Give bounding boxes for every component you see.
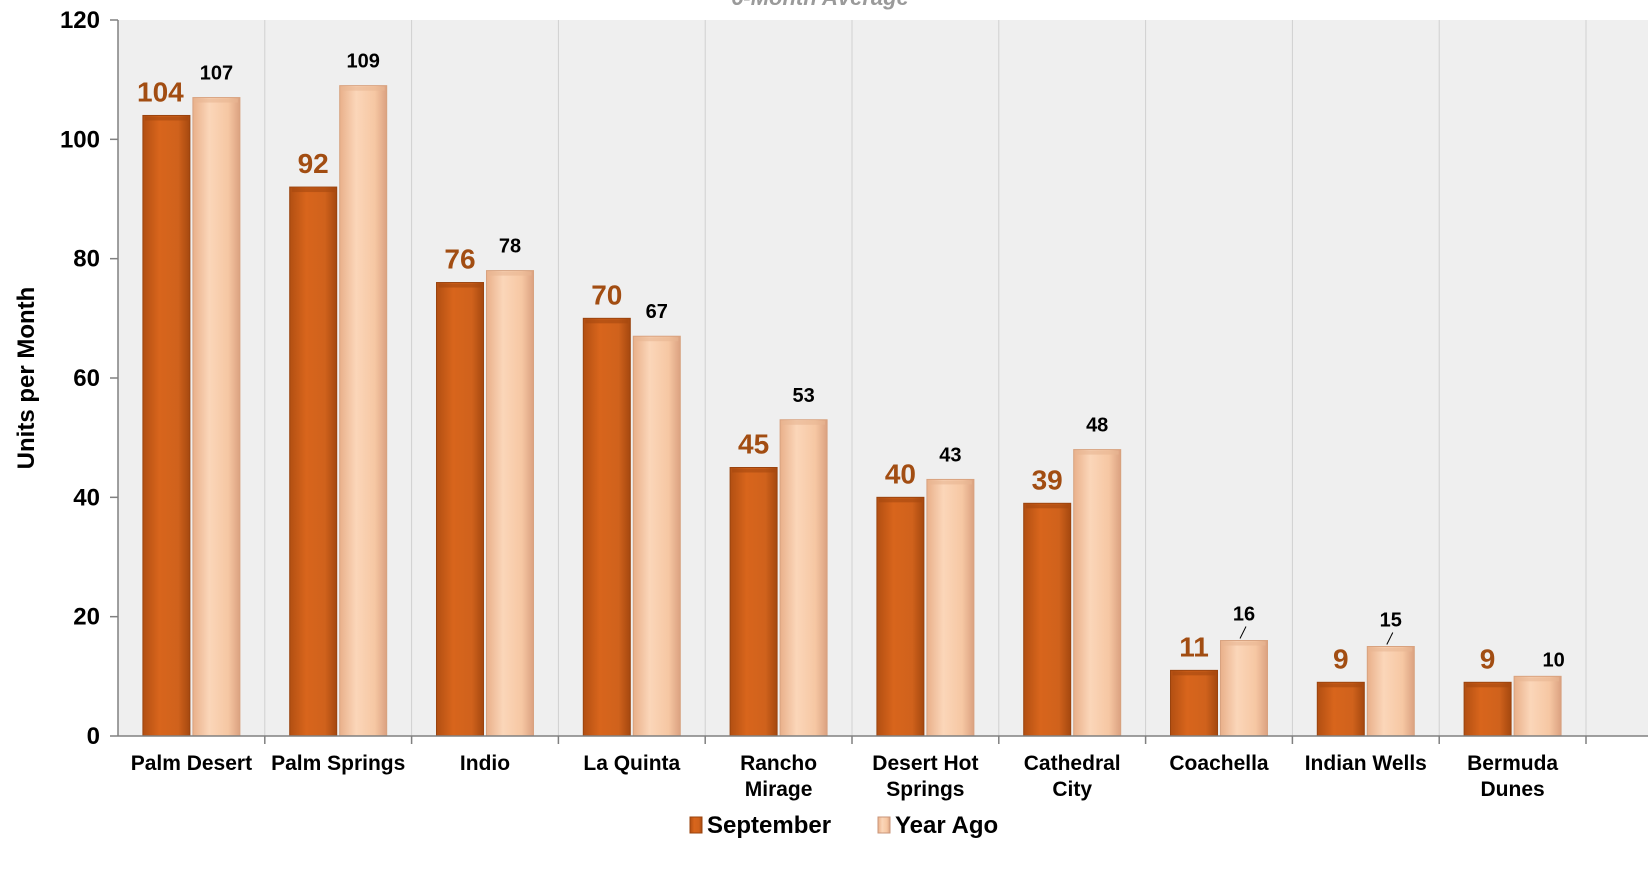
x-tick-label: Indian Wells <box>1305 752 1427 775</box>
legend-swatch-year-ago <box>877 816 891 834</box>
bar-cap <box>878 498 922 503</box>
bars <box>142 85 1562 737</box>
data-label-september: 76 <box>444 244 475 275</box>
data-label-year-ago: 10 <box>1542 649 1564 671</box>
bar-september <box>1463 681 1512 737</box>
y-tick-label: 20 <box>73 604 100 631</box>
leader-line <box>1239 626 1247 639</box>
bar-cap <box>1319 683 1363 688</box>
data-label-september: 92 <box>298 148 329 179</box>
data-label-september: 11 <box>1179 631 1209 662</box>
data-label-year-ago: 67 <box>646 301 668 323</box>
legend-label-year-ago: Year Ago <box>895 812 998 839</box>
data-label-september: 45 <box>738 429 769 460</box>
data-label-september: 9 <box>1480 643 1496 674</box>
data-label-year-ago: 16 <box>1233 604 1255 626</box>
legend: September Year Ago <box>689 812 998 839</box>
data-label-year-ago: 78 <box>499 236 521 258</box>
y-axis-label: Units per Month <box>13 287 40 470</box>
bar-year-ago <box>926 478 975 737</box>
data-label-september: 39 <box>1032 464 1063 495</box>
legend-swatch-september <box>689 816 703 834</box>
bar-year-ago <box>1366 646 1415 737</box>
x-tick-label: La Quinta <box>583 752 680 775</box>
bar-cap <box>635 337 679 342</box>
bar-year-ago <box>1073 449 1122 737</box>
bar-cap <box>144 116 188 121</box>
data-label-september: 104 <box>137 76 184 107</box>
bar-september <box>289 186 338 737</box>
y-tick-label: 60 <box>73 365 100 392</box>
bar-cap <box>585 319 629 324</box>
bar-cap <box>488 271 532 276</box>
legend-label-september: September <box>707 812 831 839</box>
x-tick-label: Indio <box>460 752 510 775</box>
chart-title: 6-Month Average <box>731 0 909 10</box>
bar-cap <box>928 480 972 485</box>
gridlines <box>264 20 1587 736</box>
bar-september <box>876 496 925 737</box>
x-tick-label: Cathedral City <box>1024 752 1121 801</box>
bar-year-ago <box>1220 640 1268 737</box>
bar-september <box>436 282 484 737</box>
bar-year-ago <box>779 419 828 737</box>
y-tick-label: 80 <box>73 246 100 273</box>
bar-september <box>729 467 778 737</box>
bar-year-ago <box>486 270 534 737</box>
data-labels: 104 92 76 70 45 40 39 11 9 9 107 109 78 67 53 43 48 16 15 1… <box>137 51 1565 675</box>
bar-cap <box>1466 683 1510 688</box>
data-label-year-ago: 53 <box>792 385 814 407</box>
bar-cap <box>1172 671 1216 676</box>
bar-cap <box>782 420 826 425</box>
bar-cap <box>194 98 238 103</box>
bar-year-ago <box>192 97 241 737</box>
x-tick-label: Coachella <box>1169 752 1269 775</box>
data-label-september: 40 <box>885 458 916 489</box>
bar-september <box>582 317 631 737</box>
bar-september <box>1316 681 1365 737</box>
bar-year-ago <box>339 85 388 737</box>
bar-september <box>1023 502 1072 737</box>
x-tick-label: Palm Desert <box>131 752 252 775</box>
bar-cap <box>438 283 482 288</box>
data-label-year-ago: 43 <box>939 444 961 466</box>
y-tick-label: 40 <box>73 484 100 511</box>
x-tick-label: Desert Hot Springs <box>872 752 978 801</box>
data-label-september: 9 <box>1333 643 1349 674</box>
x-tick-label: Palm Springs <box>271 752 405 775</box>
bar-cap <box>291 188 335 193</box>
x-tick-label: Bermuda Dunes <box>1467 752 1558 801</box>
data-label-year-ago: 107 <box>200 63 233 85</box>
bar-cap <box>1369 647 1413 652</box>
y-tick-label: 120 <box>60 7 100 34</box>
data-label-year-ago: 109 <box>347 51 380 73</box>
data-label-year-ago: 48 <box>1086 415 1108 437</box>
x-tick-label: Rancho Mirage <box>740 752 817 801</box>
y-tick-label: 100 <box>60 126 100 153</box>
bar-cap <box>732 468 776 473</box>
bar-cap <box>1222 641 1266 646</box>
axes: 0 20 40 60 80 100 120 Palm Desert Palm Springs In… <box>60 7 1648 801</box>
data-label-year-ago: 15 <box>1380 610 1402 632</box>
bar-september <box>1170 669 1218 737</box>
leader-line <box>1386 632 1394 645</box>
bar-year-ago <box>1513 675 1562 737</box>
bar-year-ago <box>632 335 681 737</box>
data-label-september: 70 <box>591 279 622 310</box>
bar-cap <box>341 86 385 91</box>
bar-cap <box>1516 677 1560 682</box>
bar-cap <box>1075 450 1119 455</box>
bar-cap <box>1025 504 1069 509</box>
y-tick-label: 0 <box>87 723 100 750</box>
bar-september <box>142 114 191 737</box>
